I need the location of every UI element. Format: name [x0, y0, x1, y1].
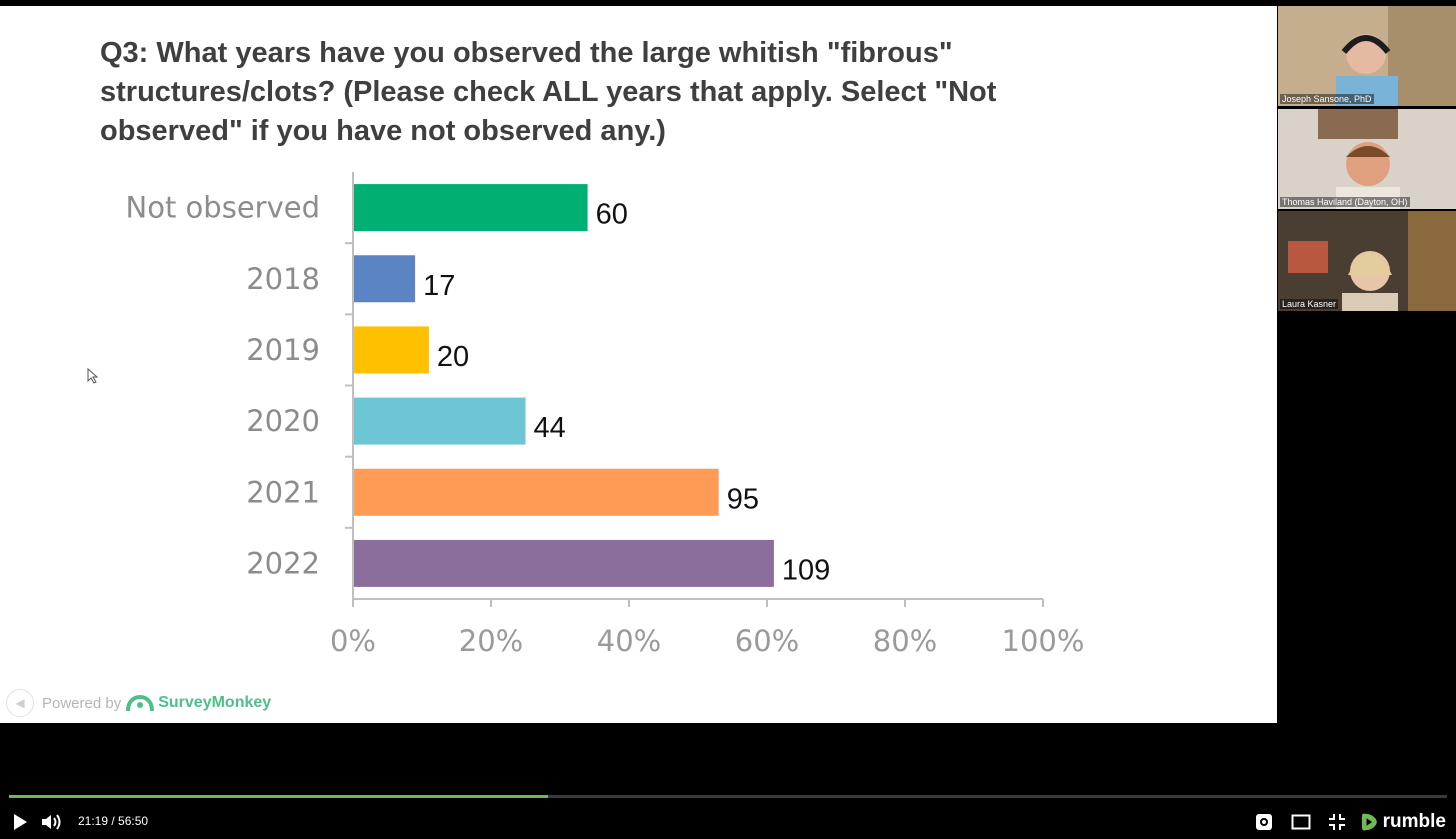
data-label: 95	[727, 483, 759, 515]
theater-mode-icon	[1291, 814, 1311, 830]
participant-name: Thomas Haviland (Dayton, OH)	[1280, 197, 1410, 207]
question-line: observed" if you have not observed any.)	[100, 115, 666, 147]
data-label: 17	[423, 270, 455, 302]
question-title: Q3: What years have you observed the lar…	[100, 34, 1140, 151]
bar	[353, 326, 429, 374]
question-line: structures/clots? (Please check ALL year…	[100, 76, 997, 108]
axes-group: 0% 20% 40% 60% 80% 100%	[330, 172, 1084, 658]
participant-tile[interactable]: Laura Kasner	[1278, 211, 1456, 311]
data-label: 20	[437, 341, 469, 373]
category-label: 2022	[246, 546, 320, 580]
bar	[353, 397, 526, 445]
participant-name: Joseph Sansone, PhD	[1280, 94, 1374, 104]
powered-by-label: Powered by	[42, 694, 122, 712]
category-label: 2020	[246, 404, 320, 438]
rumble-logo-text: rumble	[1382, 811, 1446, 832]
category-label: 2021	[246, 475, 320, 509]
presentation-slide: Q3: What years have you observed the lar…	[0, 6, 1277, 723]
x-tick-label: 80%	[873, 624, 937, 658]
chevron-left-icon: ◀	[15, 696, 25, 710]
participant-tile[interactable]: Joseph Sansone, PhD	[1278, 6, 1456, 106]
surveymonkey-brand: SurveyMonkey	[158, 694, 272, 711]
powered-by-footer: ◀ Powered by SurveyMonkey	[6, 689, 271, 717]
player-controls: 21:19 / 56:50 rumble	[0, 806, 1456, 838]
participant-video	[1278, 211, 1456, 311]
category-label: 2018	[246, 262, 320, 296]
mouse-cursor-icon	[87, 368, 99, 384]
bar	[353, 184, 588, 232]
rumble-logo[interactable]: rumble	[1360, 810, 1446, 834]
x-tick-label: 20%	[459, 624, 523, 658]
participant-video	[1278, 109, 1456, 209]
theater-mode-button[interactable]	[1290, 812, 1312, 832]
data-label: 60	[596, 199, 628, 231]
question-line: Q3: What years have you observed the lar…	[100, 37, 953, 69]
category-label: 2019	[246, 333, 320, 367]
x-tick-label: 100%	[1002, 624, 1085, 658]
volume-icon	[42, 814, 61, 830]
play-icon	[14, 814, 27, 830]
data-label: 44	[534, 412, 566, 444]
participant-tile[interactable]: Thomas Haviland (Dayton, OH)	[1278, 109, 1456, 209]
bar	[353, 468, 719, 516]
time-display: 21:19 / 56:50	[78, 814, 149, 828]
exit-fullscreen-icon	[1329, 814, 1345, 830]
exit-fullscreen-button[interactable]	[1327, 812, 1347, 832]
previous-slide-button[interactable]: ◀	[6, 689, 34, 717]
surveymonkey-logo-icon	[126, 694, 155, 712]
x-tick-label: 60%	[735, 624, 799, 658]
settings-button[interactable]	[1254, 812, 1274, 832]
x-tick-label: 0%	[330, 624, 376, 658]
settings-icon	[1256, 814, 1272, 830]
category-label: Not observed	[126, 191, 320, 225]
data-label: 109	[782, 554, 830, 586]
participant-name: Laura Kasner	[1280, 299, 1339, 309]
bar	[353, 255, 416, 303]
participant-video	[1278, 6, 1456, 106]
play-button[interactable]	[10, 812, 30, 832]
x-tick-label: 40%	[597, 624, 661, 658]
seek-bar[interactable]	[9, 795, 1447, 798]
rumble-logo-icon	[1361, 813, 1377, 831]
volume-button[interactable]	[40, 812, 64, 832]
bar	[353, 539, 774, 587]
seek-bar-progress	[9, 795, 549, 798]
